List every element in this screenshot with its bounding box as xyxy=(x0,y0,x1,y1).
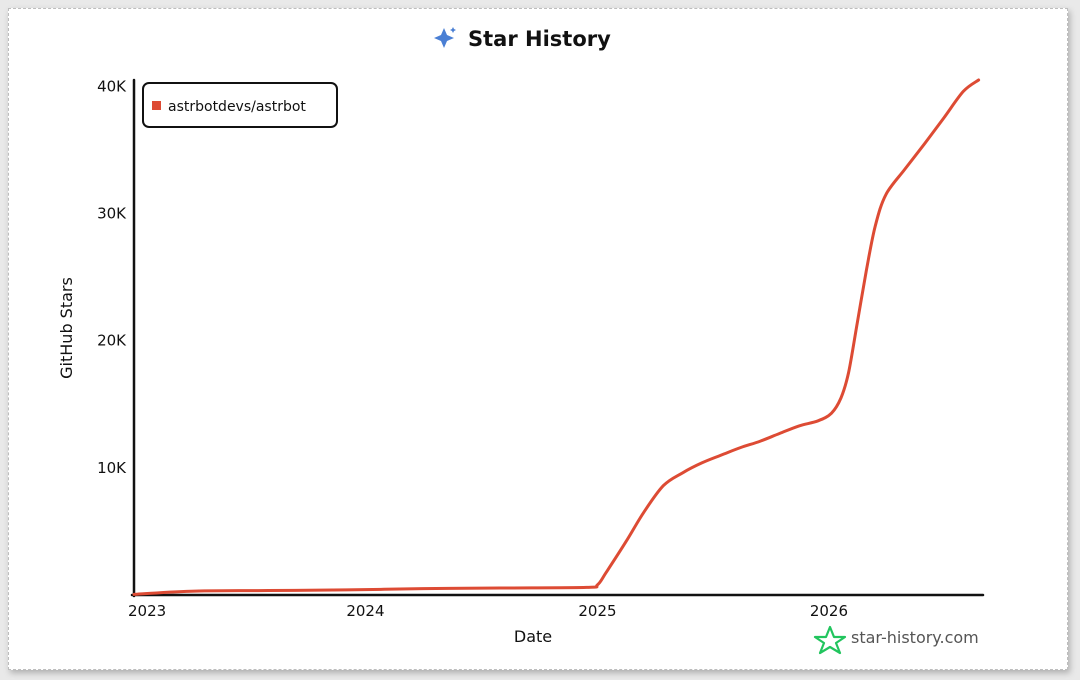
x-axis-label: Date xyxy=(514,627,552,646)
y-tick-label: 20K xyxy=(97,332,127,350)
legend-box xyxy=(142,82,338,128)
legend-item-label: astrbotdevs/astrbot xyxy=(168,99,306,115)
watermark-text: star-history.com xyxy=(851,628,979,647)
x-tick-label: 2025 xyxy=(578,602,616,620)
legend: astrbotdevs/astrbot xyxy=(142,82,338,128)
legend-swatch xyxy=(152,101,161,110)
y-tick-label: 40K xyxy=(97,77,127,95)
x-tick-label: 2023 xyxy=(128,602,166,620)
y-tick-label: 10K xyxy=(97,459,127,477)
watermark[interactable]: star-history.com xyxy=(813,625,979,655)
y-tick-label: 30K xyxy=(97,205,127,223)
sparkle-icon xyxy=(434,27,456,48)
x-tick-label: 2026 xyxy=(810,602,848,620)
chart-title: Star History xyxy=(434,27,611,51)
x-tick-label: 2024 xyxy=(346,602,384,620)
y-axis-label: GitHub Stars xyxy=(57,277,76,379)
series-line-0 xyxy=(132,78,981,596)
chart-title-text: Star History xyxy=(468,27,611,51)
star-icon xyxy=(813,625,847,655)
